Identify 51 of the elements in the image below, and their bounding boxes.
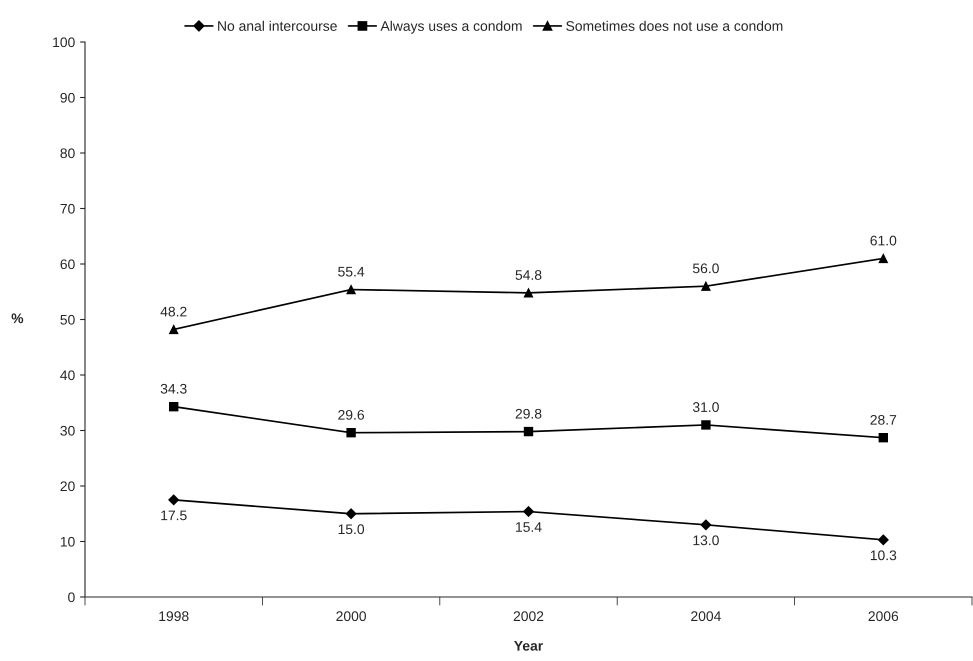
y-axis-title: % <box>12 313 24 324</box>
point <box>346 428 356 438</box>
y-tick-label: 80 <box>60 148 75 158</box>
y-tick-label: 100 <box>53 37 75 48</box>
y-tick-label: 70 <box>60 204 75 214</box>
data-label: 17.5 <box>161 510 187 520</box>
y-tick-label: 60 <box>60 259 75 270</box>
point <box>168 494 180 506</box>
x-axis-title: Year <box>514 641 543 651</box>
y-tick-label: 0 <box>68 592 75 602</box>
data-label: 54.8 <box>516 270 542 280</box>
data-label: 56.0 <box>692 263 719 274</box>
y-tick-label: 90 <box>60 92 75 103</box>
point <box>346 284 356 294</box>
data-label: 10.3 <box>870 550 896 560</box>
y-tick-label: 30 <box>60 426 75 436</box>
y-tick-label: 40 <box>60 370 75 380</box>
data-label: 31.0 <box>692 402 719 412</box>
y-tick-label: 10 <box>60 536 75 547</box>
legend-label: Always uses a condom <box>380 20 522 34</box>
x-tick-label: 2004 <box>691 611 721 622</box>
data-label: 34.3 <box>160 384 187 394</box>
data-label: 48.2 <box>160 306 187 317</box>
data-label: 28.7 <box>870 414 896 425</box>
point <box>346 508 357 520</box>
point <box>701 420 711 430</box>
data-label: 55.4 <box>338 266 364 277</box>
point <box>524 288 534 298</box>
point <box>169 324 178 334</box>
legend-label: Sometimes does not use a condom <box>566 20 782 31</box>
data-label: 29.8 <box>516 408 542 419</box>
x-tick-label: 2002 <box>514 611 544 622</box>
point <box>700 519 712 530</box>
data-label: 61.0 <box>870 236 896 246</box>
y-tick-label: 20 <box>60 481 75 492</box>
data-label: 15.0 <box>338 524 364 534</box>
y-tick-label: 50 <box>60 314 75 325</box>
x-tick-label: 2006 <box>868 611 898 622</box>
point <box>524 426 534 436</box>
point <box>878 254 888 264</box>
point <box>878 534 889 546</box>
data-label: 13.0 <box>693 535 719 546</box>
point <box>169 402 178 412</box>
point <box>701 282 711 291</box>
legend-label: No anal intercourse <box>218 20 337 31</box>
point <box>878 433 888 442</box>
point <box>523 506 534 517</box>
x-tick-label: 2000 <box>336 611 366 622</box>
x-tick-label: 1998 <box>159 611 189 622</box>
data-label: 15.4 <box>516 522 542 532</box>
data-label: 29.6 <box>338 410 364 420</box>
